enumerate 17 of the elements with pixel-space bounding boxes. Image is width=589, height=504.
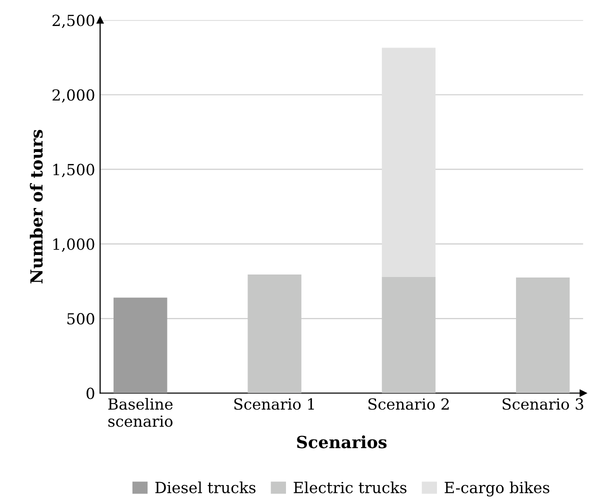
y-tick-label: 0 [86, 388, 94, 400]
bar [382, 48, 436, 277]
y-tick-label: 2,500 [52, 14, 94, 28]
bar [114, 298, 168, 394]
y-tick-label: 2,000 [52, 89, 94, 103]
legend-label: Diesel trucks [155, 481, 256, 494]
legend-label: E-cargo bikes [444, 481, 550, 496]
x-tick-label: Scenario 3 [502, 398, 584, 410]
y-tick-label: 1,500 [53, 164, 94, 178]
x-tick-label: Baseline scenario [108, 398, 173, 427]
x-axis-title: Scenarios [297, 435, 387, 448]
y-tick-label: 1,000 [53, 238, 94, 252]
legend-label: Electric trucks [294, 481, 406, 494]
y-tick-label: 500 [67, 312, 94, 325]
x-tick-label: Scenario 1 [234, 398, 314, 410]
y-axis-title: Number of tours [30, 130, 43, 284]
x-tick-label: Scenario 2 [368, 398, 449, 410]
